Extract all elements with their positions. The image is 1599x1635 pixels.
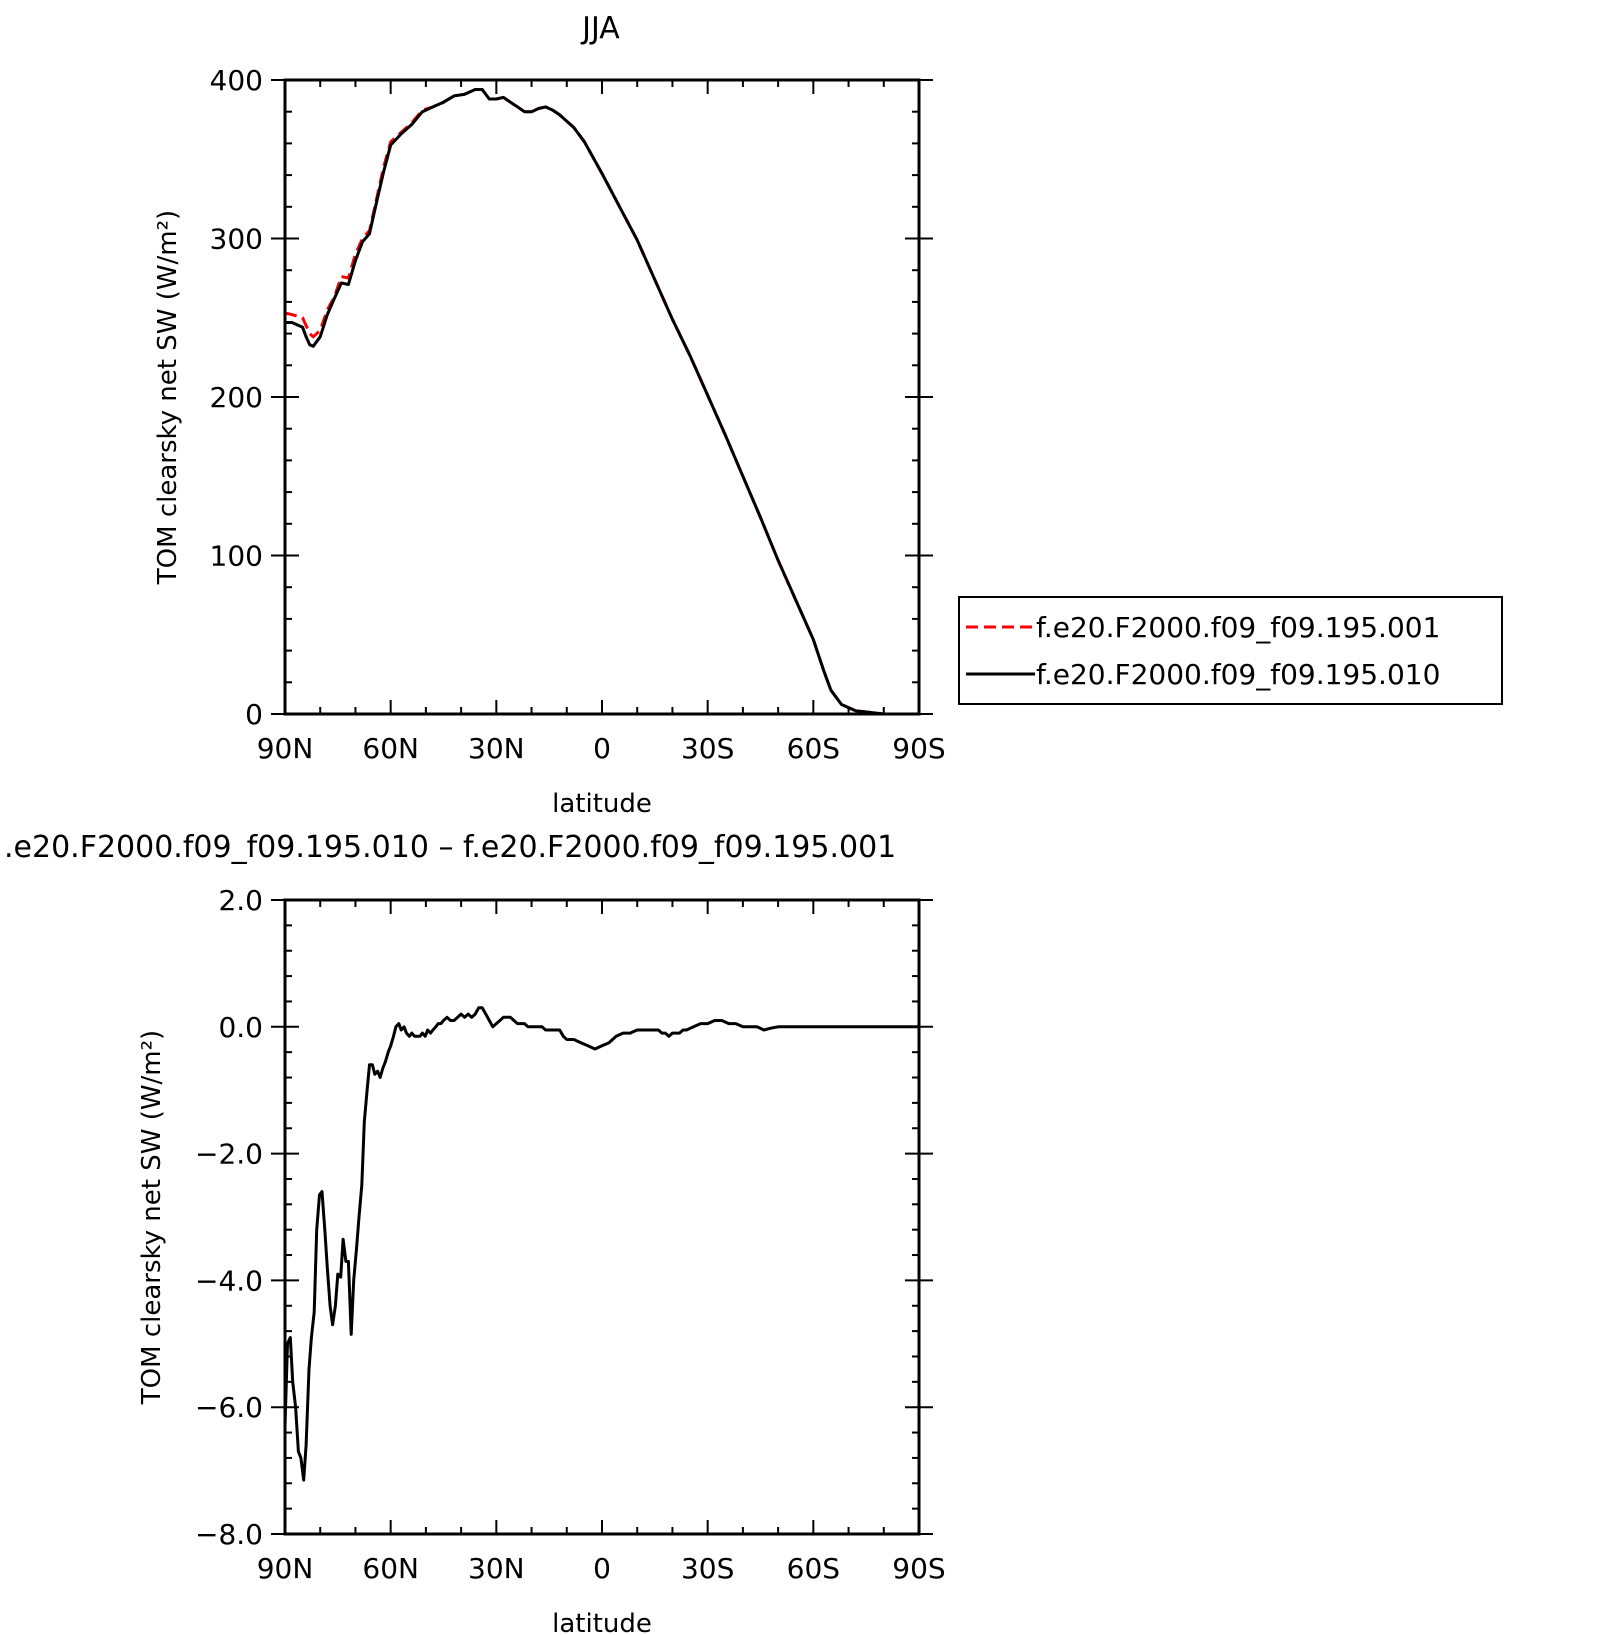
top-x-tick-label: 30S bbox=[681, 732, 734, 765]
bottom-plot-frame bbox=[283, 898, 921, 1536]
top-y-tick-label: 400 bbox=[210, 64, 263, 97]
top-series-line-2 bbox=[285, 88, 919, 716]
bottom-y-tick-label: −2.0 bbox=[195, 1138, 263, 1171]
bottom-x-tick-label: 60N bbox=[362, 1552, 419, 1585]
bottom-x-tick-label: 0 bbox=[593, 1552, 611, 1585]
bottom-x-axis-label: latitude bbox=[552, 1609, 652, 1635]
bottom-y-tick-label: −6.0 bbox=[195, 1391, 263, 1424]
top-x-tick-label: 0 bbox=[593, 732, 611, 765]
bottom-x-tick-label: 90S bbox=[892, 1552, 945, 1585]
legend-label-series-2: f.e20.F2000.f09_f09.195.010 bbox=[1036, 658, 1440, 691]
legend: f.e20.F2000.f09_f09.195.001 f.e20.F2000.… bbox=[958, 596, 1503, 705]
bottom-y-tick-label: −8.0 bbox=[195, 1518, 263, 1551]
legend-label-series-1: f.e20.F2000.f09_f09.195.001 bbox=[1036, 611, 1440, 644]
top-chart-title: JJA bbox=[580, 11, 620, 46]
bottom-chart-title: .e20.F2000.f09_f09.195.010 – f.e20.F2000… bbox=[4, 830, 896, 865]
top-x-tick-label: 90S bbox=[892, 732, 945, 765]
bottom-x-tick-label: 30S bbox=[681, 1552, 734, 1585]
top-y-tick-label: 200 bbox=[210, 381, 263, 414]
bottom-y-axis-label: TOM clearsky net SW (W/m²) bbox=[137, 1030, 167, 1405]
bottom-x-tick-label: 60S bbox=[787, 1552, 840, 1585]
bottom-y-tick-label: −4.0 bbox=[195, 1264, 263, 1297]
top-y-tick-label: 0 bbox=[245, 698, 263, 731]
top-x-axis-label: latitude bbox=[552, 789, 652, 819]
top-x-tick-label: 90N bbox=[257, 732, 314, 765]
legend-box bbox=[958, 596, 1503, 705]
top-x-tick-label: 30N bbox=[468, 732, 525, 765]
top-series-layer bbox=[284, 88, 919, 716]
top-x-tick-label: 60S bbox=[787, 732, 840, 765]
bottom-y-tick-label: 0.0 bbox=[218, 1011, 263, 1044]
bottom-x-tick-label: 90N bbox=[257, 1552, 314, 1585]
bottom-series-line-1 bbox=[283, 1006, 919, 1482]
bottom-ticks bbox=[271, 899, 933, 1535]
top-y-axis-label: TOM clearsky net SW (W/m²) bbox=[153, 210, 183, 585]
top-x-tick-label: 60N bbox=[362, 732, 419, 765]
bottom-x-tick-label: 30N bbox=[468, 1552, 525, 1585]
top-y-tick-label: 300 bbox=[210, 223, 263, 256]
top-plot-frame bbox=[283, 78, 921, 716]
top-y-tick-label: 100 bbox=[210, 540, 263, 573]
top-panel: JJA 90N 60N 30N 0 30S 60S 90S 0 100 200 300 400 lat… bbox=[153, 11, 946, 819]
bottom-tick-labels: 90N 60N 30N 0 30S 60S 90S −8.0 −6.0 −4.0 −2.0 0.0 2.… bbox=[195, 884, 946, 1585]
bottom-y-tick-label: 2.0 bbox=[218, 884, 263, 917]
top-tick-labels: 90N 60N 30N 0 30S 60S 90S 0 100 200 300 400 bbox=[210, 64, 946, 765]
bottom-series-layer bbox=[283, 1006, 919, 1482]
bottom-panel: .e20.F2000.f09_f09.195.010 – f.e20.F2000… bbox=[4, 830, 946, 1635]
